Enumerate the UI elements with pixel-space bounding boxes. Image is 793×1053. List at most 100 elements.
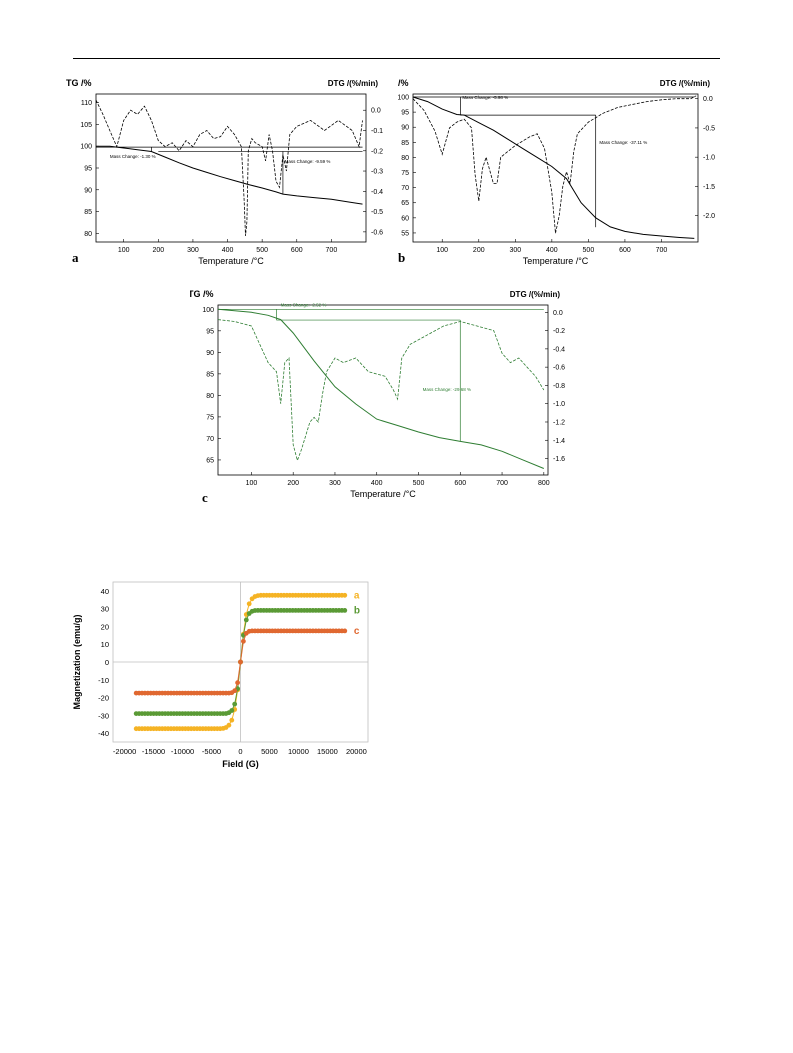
tg-tick-label: 70 xyxy=(401,185,409,192)
x-tick-label: 800 xyxy=(538,480,550,487)
x-tick-label: 200 xyxy=(473,247,485,254)
dtg-tick-label: 0.0 xyxy=(371,108,381,115)
tg-tick-label: 75 xyxy=(206,414,214,421)
x-tick-label: -10000 xyxy=(171,747,194,756)
dtg-tick-label: 0.0 xyxy=(703,96,713,103)
tg-tick-label: 80 xyxy=(206,393,214,400)
dtg-tick-label: -1.2 xyxy=(553,419,565,426)
tg-tick-label: 65 xyxy=(206,457,214,464)
mass-change-label: Mass Change: -37.11 % xyxy=(599,140,647,145)
dtg-tick-label: -0.4 xyxy=(371,189,383,196)
tg-axis-title: TG /% xyxy=(398,78,409,88)
dtg-tick-label: -0.2 xyxy=(553,328,565,335)
tg-tick-label: 60 xyxy=(401,215,409,222)
data-point-c xyxy=(241,638,246,644)
mass-change-label: Mass Change: -5.98 % xyxy=(462,95,508,100)
y-tick-label: 20 xyxy=(101,622,109,631)
data-point-b xyxy=(229,708,235,713)
y-tick-label: 10 xyxy=(101,640,109,649)
x-tick-label: 400 xyxy=(546,247,558,254)
x-tick-label: 300 xyxy=(329,480,341,487)
dtg-curve xyxy=(95,99,363,236)
y-tick-label: 40 xyxy=(101,587,109,596)
x-axis-title: Temperature /°C xyxy=(350,489,416,499)
header-rule xyxy=(73,58,720,59)
tg-tick-label: 80 xyxy=(84,231,92,238)
tg-tick-label: 95 xyxy=(206,328,214,335)
dtg-tick-label: -0.5 xyxy=(371,209,383,216)
y-tick-label: 30 xyxy=(101,605,109,614)
data-point-a xyxy=(226,722,232,728)
x-tick-label: 500 xyxy=(256,247,268,254)
panel-letter-c: c xyxy=(202,490,208,505)
data-point-c xyxy=(235,680,241,686)
tg-tick-label: 105 xyxy=(80,122,92,129)
x-tick-label: 500 xyxy=(583,247,595,254)
y-tick-label: 0 xyxy=(105,658,109,667)
panel-letter-b: b xyxy=(398,250,406,265)
tga-chart-a: TG /% DTG /(%/min) Temperature /°C 100 200 30… xyxy=(66,78,383,266)
tg-tick-label: 85 xyxy=(401,140,409,147)
tg-tick-label: 85 xyxy=(84,209,92,216)
tg-tick-label: 100 xyxy=(202,307,214,314)
dtg-axis-title: DTG /(%/min) xyxy=(660,79,711,88)
dtg-tick-label: -1.5 xyxy=(703,184,715,191)
dtg-tick-label: -0.5 xyxy=(703,125,715,132)
tg-curve xyxy=(217,308,544,469)
x-tick-label: 700 xyxy=(656,247,668,254)
data-point-b xyxy=(342,608,348,613)
y-tick-label: -40 xyxy=(98,729,109,738)
tg-curve xyxy=(96,145,363,205)
x-axis-title: Field (G) xyxy=(222,759,259,769)
y-tick-label: -20 xyxy=(98,694,109,703)
dtg-tick-label: -0.1 xyxy=(371,128,383,135)
plot-frame xyxy=(95,93,367,243)
x-tick-label: 700 xyxy=(496,480,508,487)
tg-tick-label: 75 xyxy=(401,170,409,177)
dtg-tick-label: -1.4 xyxy=(553,438,565,445)
tg-tick-label: 65 xyxy=(401,200,409,207)
data-point-a xyxy=(229,717,235,723)
x-tick-label: 15000 xyxy=(317,747,338,756)
tga-chart-c: TG /% DTG /(%/min) Temperature /°C 100 200 30… xyxy=(190,289,565,499)
data-point-c xyxy=(232,688,238,694)
data-point-a xyxy=(342,592,348,598)
tg-curve xyxy=(412,96,695,239)
tg-tick-label: 110 xyxy=(81,100,92,107)
tg-tick-label: 70 xyxy=(206,436,214,443)
dtg-tick-label: -0.6 xyxy=(371,229,383,236)
dtg-tick-label: -2.0 xyxy=(703,213,715,220)
data-point-b xyxy=(243,617,249,623)
dtg-tick-label: -1.0 xyxy=(703,155,715,162)
dtg-tick-label: -0.8 xyxy=(553,383,565,390)
dtg-axis-title: DTG /(%/min) xyxy=(510,290,561,299)
tg-tick-label: 80 xyxy=(401,155,409,162)
series-label-c: c xyxy=(354,626,360,637)
dtg-axis-title: DTG /(%/min) xyxy=(328,79,379,88)
x-tick-label: 600 xyxy=(619,247,631,254)
x-tick-label: 200 xyxy=(287,480,299,487)
x-tick-label: 600 xyxy=(454,480,466,487)
x-tick-label: 100 xyxy=(436,247,448,254)
data-point-c xyxy=(342,628,348,634)
panel-letter-a: a xyxy=(72,250,79,265)
tg-tick-label: 55 xyxy=(401,230,409,237)
x-tick-label: 300 xyxy=(187,247,199,254)
x-axis-title: Temperature /°C xyxy=(198,256,264,266)
dtg-tick-label: -0.2 xyxy=(371,148,383,155)
x-tick-label: 100 xyxy=(118,247,130,254)
dtg-tick-label: -0.3 xyxy=(371,169,383,176)
magnetization-chart: -20000 -15000 -10000 -5000 0 5000 10000 15000 20… xyxy=(72,581,369,769)
dtg-tick-label: -1.6 xyxy=(553,456,565,463)
tg-axis-title: TG /% xyxy=(66,78,92,88)
y-tick-label: -30 xyxy=(98,711,109,720)
tg-axis-title: TG /% xyxy=(190,289,214,299)
x-tick-label: 20000 xyxy=(346,747,367,756)
plot-frame xyxy=(412,93,699,243)
x-axis-title: Temperature /°C xyxy=(523,256,589,266)
plot-frame xyxy=(217,304,549,476)
tg-tick-label: 95 xyxy=(401,110,409,117)
dtg-curve xyxy=(412,95,697,234)
data-point-b xyxy=(232,701,238,707)
